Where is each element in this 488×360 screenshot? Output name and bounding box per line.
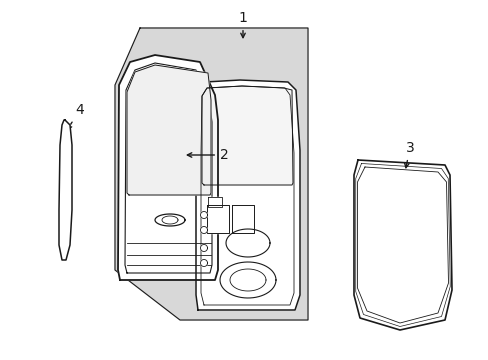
Polygon shape [155, 214, 184, 226]
Text: 4: 4 [67, 103, 84, 129]
Polygon shape [115, 28, 307, 320]
Polygon shape [200, 244, 207, 252]
Polygon shape [225, 229, 269, 257]
Polygon shape [200, 260, 207, 266]
Polygon shape [118, 55, 218, 280]
Polygon shape [207, 197, 222, 207]
Polygon shape [220, 262, 275, 298]
Text: 1: 1 [238, 11, 247, 38]
Polygon shape [353, 160, 451, 330]
Polygon shape [59, 120, 72, 260]
Polygon shape [206, 205, 228, 233]
Text: 2: 2 [187, 148, 228, 162]
Polygon shape [196, 80, 299, 310]
Polygon shape [200, 212, 207, 219]
Polygon shape [231, 205, 253, 233]
Text: 3: 3 [404, 141, 413, 168]
Polygon shape [200, 226, 207, 234]
Polygon shape [202, 86, 292, 185]
Polygon shape [127, 65, 210, 195]
